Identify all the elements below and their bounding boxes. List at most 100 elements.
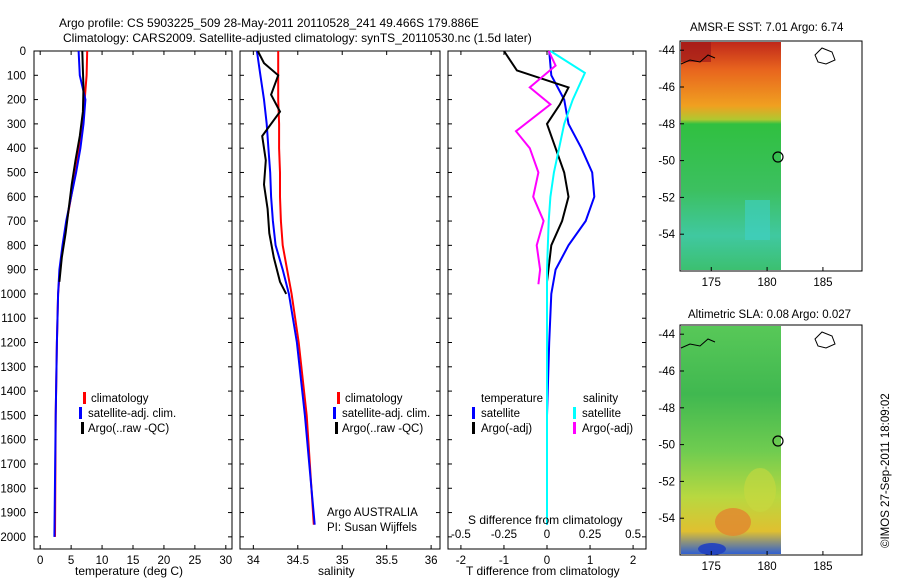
map-lon-label: 180: [757, 277, 776, 289]
x2-tick-label: -0.5: [451, 529, 471, 541]
x-tick-label: 35.5: [375, 555, 397, 567]
map-lon-label: 185: [813, 277, 832, 289]
x-tick-label: 34: [247, 555, 260, 567]
legend-title-salinity: salinity: [583, 393, 618, 405]
figure-title-line2: Climatology: CARS2009. Satellite-adjuste…: [63, 31, 532, 45]
difference-series: [503, 50, 596, 525]
difference-legend: temperature salinity satellite Argo(-adj…: [472, 393, 633, 435]
x-tick-label: 34.5: [287, 555, 309, 567]
sst-island-outline: [814, 47, 836, 65]
legend-swatch-t-satellite: [472, 407, 475, 419]
salinity-series: [255, 50, 316, 525]
series-line-satellite: [546, 50, 596, 525]
depth-tick-label: 200: [7, 95, 26, 107]
sla-island-outline: [814, 331, 836, 349]
map-lat-label: -44: [658, 45, 675, 57]
legend-swatch-argo: [81, 422, 84, 434]
x-tick-label: -2: [456, 555, 466, 567]
depth-tick-label: 300: [7, 119, 26, 131]
legend-label-climatology: climatology: [91, 393, 149, 405]
series-line-climatology: [277, 51, 315, 525]
depth-tick-label: 100: [7, 70, 26, 82]
x2-tick-label: 0: [544, 529, 550, 541]
legend-label-satellite: satellite-adj. clim.: [88, 408, 176, 420]
argo-pi-label: PI: Susan Wijffels: [327, 522, 417, 534]
x-tick-label: 0: [37, 555, 43, 567]
sst-argo-position-marker: [772, 151, 784, 163]
legend-title-temperature: temperature: [481, 393, 543, 405]
sst-map-ticks: -44 -46 -48 -50 -52 -54 175 180 185: [658, 45, 832, 289]
map-lon-label: 175: [702, 277, 721, 289]
depth-tick-label: 1600: [0, 435, 26, 447]
x-tick-label: 10: [96, 555, 109, 567]
x-tick-label: 15: [127, 555, 140, 567]
map-lat-label: -54: [658, 229, 675, 241]
series-line-argo-adj-: [503, 50, 570, 282]
sla-map-title: Altimetric SLA: 0.08 Argo: 0.027: [688, 309, 851, 321]
series-line-argo-raw-qc-: [256, 50, 288, 295]
depth-tick-label: 1000: [0, 289, 26, 301]
map-lat-label: -48: [658, 119, 675, 131]
argo-institution-label: Argo AUSTRALIA: [327, 507, 418, 519]
series-line-argo-adj-: [514, 50, 557, 285]
sla-low-anomaly: [698, 543, 726, 555]
x-tick-label: 2: [630, 555, 636, 567]
map-lat-label: -48: [658, 403, 675, 415]
sla-map: Altimetric SLA: 0.08 Argo: 0.027 -44-46-…: [658, 309, 863, 573]
map-lat-label: -52: [658, 476, 675, 488]
map-lat-label: -46: [658, 82, 675, 94]
depth-tick-label: 1100: [1, 313, 26, 325]
depth-tick-label: 900: [7, 265, 26, 277]
sla-moderate-anomaly: [744, 468, 776, 512]
x-tick-label: 5: [68, 555, 74, 567]
x-tick-label: 25: [188, 555, 201, 567]
sst-map-title: AMSR-E SST: 7.01 Argo: 6.74: [690, 22, 844, 34]
s-difference-xlabel: S difference from climatology: [468, 513, 623, 527]
map-lat-label: -52: [658, 192, 675, 204]
series-line-satellite-adj-clim-: [255, 50, 316, 525]
x-tick-label: 1: [587, 555, 593, 567]
legend-swatch-climatology: [83, 392, 86, 404]
legend-swatch-argo: [335, 422, 338, 434]
x-tick-label: 30: [219, 555, 232, 567]
temperature-panel: 0 5 10 15 20 25 30 temperature (deg C) climato…: [33, 50, 233, 578]
salinity-panel: 34 34.5 35 35.5 36 salinity climatology sate…: [239, 50, 441, 578]
sst-warm-patch: [681, 42, 711, 62]
legend-label-s-satellite: satellite: [582, 408, 621, 420]
depth-axis: 0 100 200 300 400 500 600 700 800 900 1000 1100 1200…: [0, 46, 26, 544]
map-lat-label: -44: [658, 329, 675, 341]
legend-label-satellite: satellite-adj. clim.: [342, 408, 430, 420]
series-line-satellite: [546, 50, 587, 525]
x2-tick-label: 0.25: [579, 529, 601, 541]
x-tick-label: 36: [425, 555, 438, 567]
temperature-series: [53, 50, 89, 537]
sla-argo-position-marker: [772, 435, 784, 447]
depth-tick-label: 800: [7, 240, 26, 252]
legend-swatch-climatology: [337, 392, 340, 404]
difference-panel: -2 -1 0 1 2 -0.5 -0.25 0 0.25 0.5 T difference fr…: [447, 50, 647, 578]
depth-tick-label: 1500: [0, 410, 26, 422]
temperature-legend: climatology satellite-adj. clim. Argo(..…: [79, 392, 176, 435]
t-difference-xlabel: T difference from climatology: [466, 564, 620, 578]
salinity-legend: climatology satellite-adj. clim. Argo(..…: [333, 392, 430, 435]
legend-swatch-satellite: [79, 407, 82, 419]
depth-tick-label: 1300: [0, 362, 26, 374]
x-tick-label: 35: [336, 555, 349, 567]
figure-title-line1: Argo profile: CS 5903225_509 28-May-2011…: [59, 16, 479, 30]
map-lat-label: -50: [658, 440, 675, 452]
sst-cool-patch: [745, 200, 770, 240]
temperature-xlabel: temperature (deg C): [75, 564, 183, 578]
legend-swatch-s-argo: [573, 422, 576, 434]
map-lat-label: -54: [658, 513, 675, 525]
sla-high-anomaly: [715, 508, 751, 536]
depth-tick-label: 1700: [0, 459, 26, 471]
depth-tick-label: 1400: [0, 386, 26, 398]
map-lon-label: 185: [813, 561, 832, 573]
depth-tick-label: 500: [7, 167, 26, 179]
map-lat-label: -50: [658, 156, 675, 168]
salinity-plot-frame: [239, 50, 441, 550]
map-lon-label: 180: [757, 561, 776, 573]
legend-swatch-s-satellite: [573, 407, 576, 419]
depth-tick-label: 700: [7, 216, 26, 228]
